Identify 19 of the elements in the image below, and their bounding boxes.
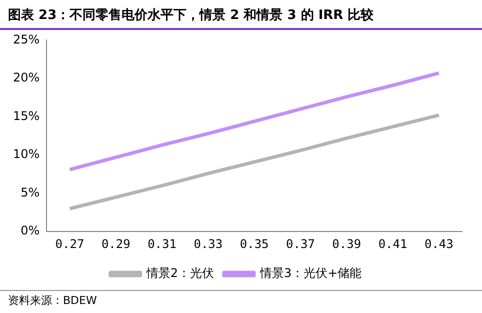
legend-label: 情景2：光伏 (145, 266, 214, 280)
x-tick-label: 0.35 (240, 236, 269, 251)
x-tick-label: 0.39 (332, 236, 362, 251)
y-tick-label: 25% (13, 32, 40, 46)
y-tick-label: 5% (20, 185, 40, 200)
x-tick-label: 0.33 (194, 236, 223, 251)
y-tick-label: 10% (13, 147, 40, 162)
x-tick-label: 0.37 (286, 236, 315, 251)
y-tick-label: 20% (13, 70, 40, 85)
x-tick-label: 0.27 (55, 236, 84, 251)
legend-label: 情景3：光伏+储能 (258, 266, 362, 280)
text: 资料来源：BDEW (0, 290, 482, 310)
x-tick-label: 0.43 (424, 236, 454, 251)
y-tick-label: 0% (20, 224, 40, 238)
y-tick-label: 15% (13, 108, 40, 123)
x-tick-label: 0.41 (378, 236, 408, 251)
chart-title: 图表 23：不同零售电价水平下，情景 2 和情景 3 的 IRR 比较 (0, 0, 482, 30)
x-tick-label: 0.29 (101, 236, 130, 251)
x-tick-label: 0.31 (148, 236, 176, 251)
